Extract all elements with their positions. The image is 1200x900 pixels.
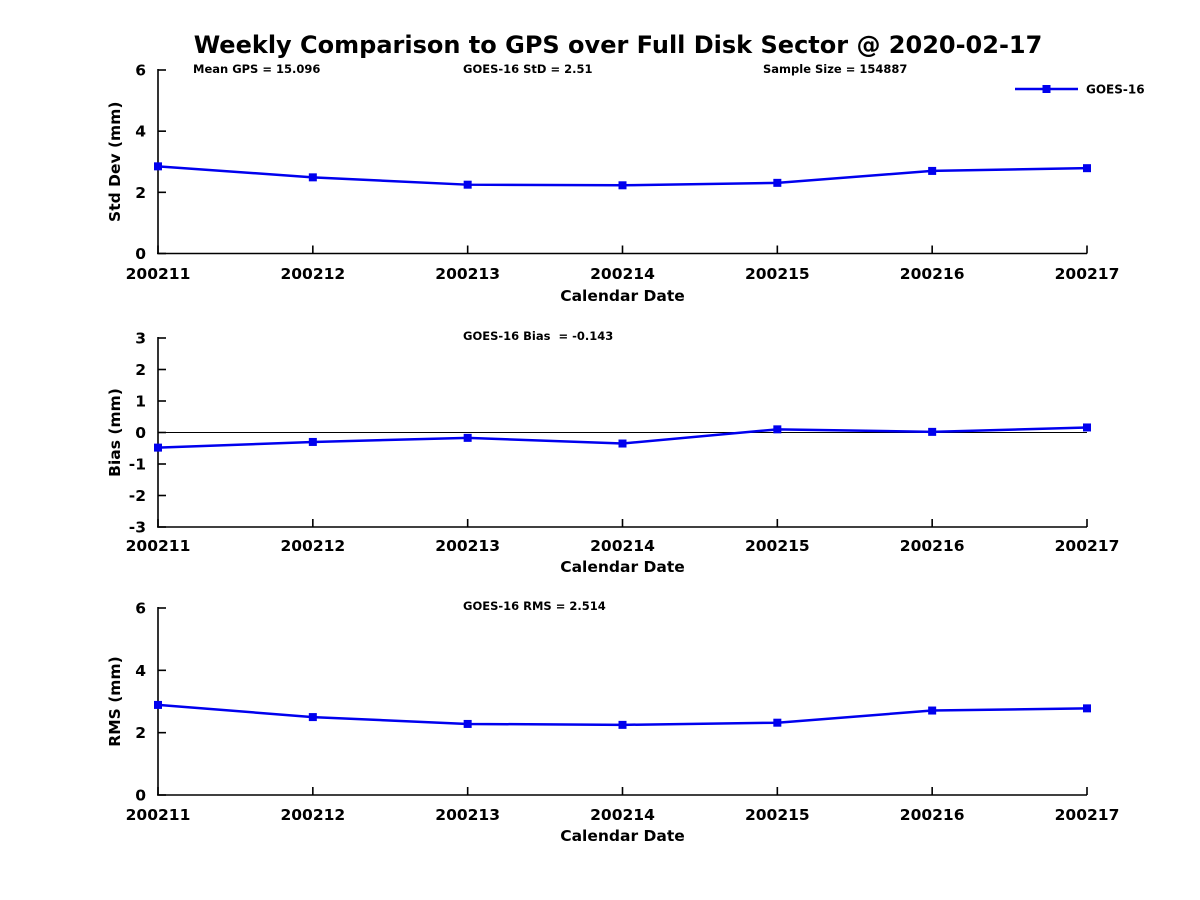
bias-y-tick-label: -1 — [129, 456, 146, 474]
rms-y-tick-label: 2 — [135, 724, 146, 742]
stddev-y-axis-label: Std Dev (mm) — [106, 102, 124, 222]
rms-y-tick-label: 0 — [135, 787, 146, 805]
bias-y-tick-label: -2 — [129, 487, 146, 505]
legend-marker-square — [1042, 85, 1051, 93]
bias-data-point — [928, 427, 937, 436]
bias-y-tick-label: 0 — [135, 424, 146, 442]
rms-data-point — [773, 718, 782, 727]
rms-data-point — [618, 720, 627, 729]
figure-title: Weekly Comparison to GPS over Full Disk … — [194, 31, 1043, 59]
rms-data-point — [308, 713, 317, 722]
bias-y-tick-label: -3 — [129, 519, 146, 537]
stddev-x-tick-label: 200214 — [590, 265, 655, 283]
annotation-goes16-rms: GOES-16 RMS = 2.514 — [463, 599, 606, 613]
stddev-x-tick-label: 200216 — [900, 265, 965, 283]
stddev-x-tick-label: 200215 — [745, 265, 810, 283]
rms-y-tick-label: 6 — [135, 600, 146, 618]
stddev-data-point — [928, 166, 937, 175]
stddev-y-tick-label: 2 — [135, 184, 146, 202]
legend-label: GOES-16 — [1086, 83, 1145, 97]
rms-data-point — [463, 719, 472, 728]
bias-y-axis-label: Bias (mm) — [106, 388, 124, 477]
rms-data-point — [1083, 704, 1091, 713]
bias-data-point — [154, 443, 162, 452]
stddev-data-point — [1083, 164, 1091, 173]
bias-data-point — [618, 439, 627, 448]
annotation-goes16-bias: GOES-16 Bias = -0.143 — [463, 329, 613, 343]
bias-x-tick-label: 200217 — [1055, 537, 1120, 555]
bias-x-tick-label: 200212 — [280, 537, 345, 555]
stddev-x-tick-label: 200212 — [280, 265, 345, 283]
stddev-x-axis-label: Calendar Date — [560, 287, 685, 305]
bias-y-tick-label: 1 — [135, 393, 146, 411]
legend: GOES-16 — [1015, 83, 1145, 97]
bias-data-point — [308, 437, 317, 446]
annotation-goes16-std: GOES-16 StD = 2.51 — [463, 62, 592, 76]
stddev-x-tick-label: 200213 — [435, 265, 500, 283]
rms-x-tick-label: 200213 — [435, 806, 500, 824]
bias-y-tick-label: 2 — [135, 361, 146, 379]
bias-x-axis-label: Calendar Date — [560, 558, 685, 576]
bias-x-tick-label: 200213 — [435, 537, 500, 555]
stddev-x-tick-label: 200211 — [126, 265, 191, 283]
rms-x-tick-label: 200215 — [745, 806, 810, 824]
bias-data-point — [463, 433, 472, 442]
stddev-data-point — [773, 178, 782, 187]
rms-x-tick-label: 200212 — [280, 806, 345, 824]
stddev-x-tick-label: 200217 — [1055, 265, 1120, 283]
bias-data-point — [773, 425, 782, 434]
rms-data-point — [154, 700, 162, 709]
bias-x-tick-label: 200214 — [590, 537, 655, 555]
bias-x-tick-label: 200215 — [745, 537, 810, 555]
stddev-data-point — [308, 173, 317, 182]
rms-y-axis-label: RMS (mm) — [106, 656, 124, 746]
stddev-y-tick-label: 0 — [135, 245, 146, 263]
stddev-y-tick-label: 6 — [135, 62, 146, 80]
rms-data-point — [928, 706, 937, 715]
stddev-data-point — [618, 181, 627, 190]
bias-x-tick-label: 200211 — [126, 537, 191, 555]
bias-y-tick-label: 3 — [135, 330, 146, 348]
annotation-mean-gps: Mean GPS = 15.096 — [193, 62, 320, 76]
rms-y-tick-label: 4 — [135, 662, 146, 680]
stddev-y-tick-label: 4 — [135, 123, 146, 141]
stddev-data-point — [154, 162, 162, 171]
rms-x-tick-label: 200211 — [126, 806, 191, 824]
rms-x-tick-label: 200216 — [900, 806, 965, 824]
rms-x-axis-label: Calendar Date — [560, 827, 685, 845]
bias-x-tick-label: 200216 — [900, 537, 965, 555]
rms-x-tick-label: 200217 — [1055, 806, 1120, 824]
annotation-sample-size: Sample Size = 154887 — [763, 62, 907, 76]
rms-x-tick-label: 200214 — [590, 806, 655, 824]
bias-data-point — [1083, 423, 1091, 432]
stddev-data-point — [463, 180, 472, 189]
